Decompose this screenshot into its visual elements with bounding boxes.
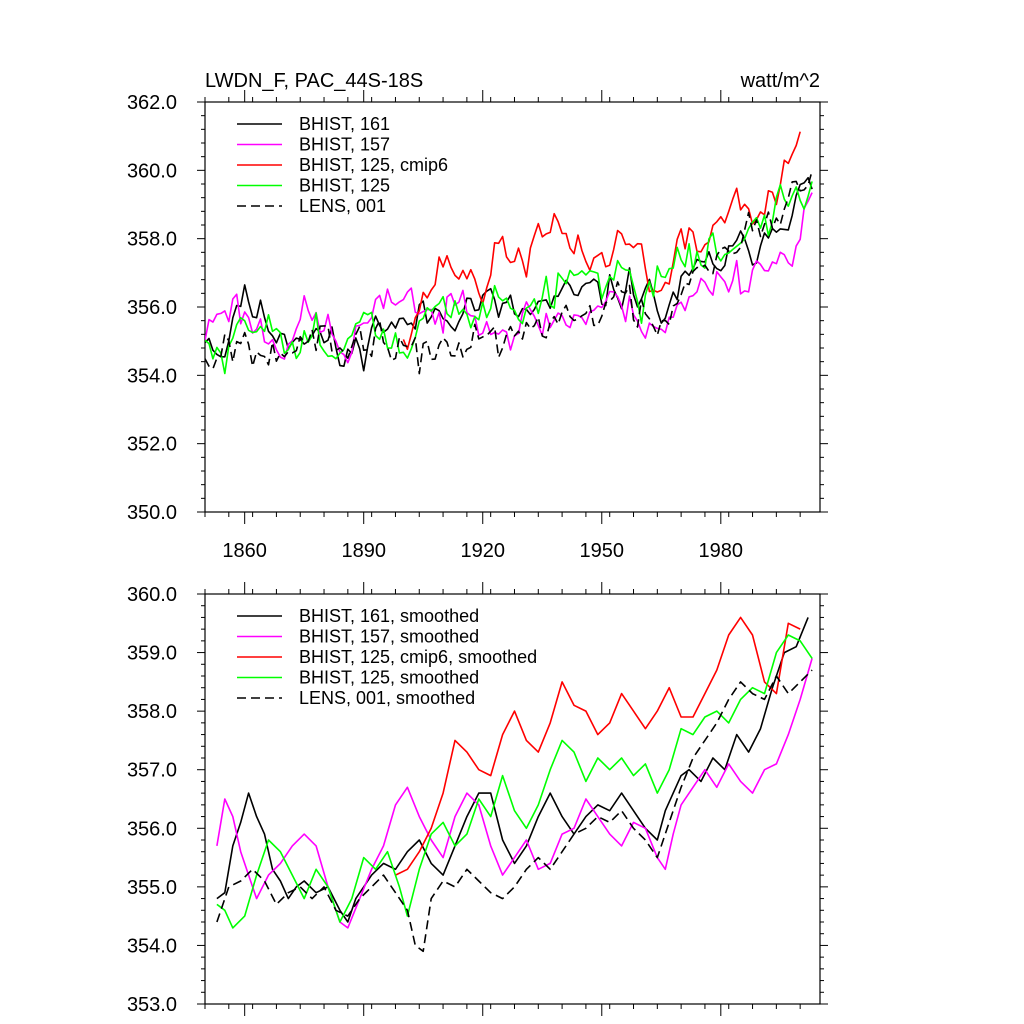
bottom-legend-label: BHIST, 161, smoothed <box>299 606 479 626</box>
bottom-y-tick-label: 356.0 <box>127 818 177 840</box>
bottom-plot-frame <box>204 593 821 1005</box>
top-y-tick-label: 356.0 <box>127 297 177 319</box>
bottom-y-tick-label: 357.0 <box>127 760 177 782</box>
top-legend-label: LENS, 001 <box>299 196 386 216</box>
top-y-tick-label: 360.0 <box>127 160 177 182</box>
top-y-tick-label: 362.0 <box>127 92 177 114</box>
bottom-series-line-2 <box>216 658 813 929</box>
bottom-series-line-4 <box>216 634 813 929</box>
top-y-tick-label: 354.0 <box>127 365 177 387</box>
top-y-tick-label: 352.0 <box>127 434 177 456</box>
bottom-y-tick-label: 359.0 <box>127 643 177 665</box>
top-series-line-1 <box>205 176 813 372</box>
bottom-series-line-3 <box>395 616 801 876</box>
top-legend-label: BHIST, 125, cmip6 <box>299 155 448 175</box>
top-series-line-3 <box>402 131 801 351</box>
top-legend-label: BHIST, 157 <box>299 135 390 155</box>
bottom-y-tick-label: 354.0 <box>127 935 177 957</box>
top-legend-label: BHIST, 125 <box>299 176 390 196</box>
top-x-tick-label: 1860 <box>222 540 267 562</box>
top-x-tick-label: 1920 <box>460 540 505 562</box>
bottom-y-tick-label: 353.0 <box>127 994 177 1016</box>
bottom-legend-label: LENS, 001, smoothed <box>299 688 475 708</box>
bottom-legend-label: BHIST, 125, cmip6, smoothed <box>299 647 537 667</box>
top-chart-units: watt/m^2 <box>740 70 820 92</box>
top-y-tick-label: 358.0 <box>127 229 177 251</box>
bottom-legend-label: BHIST, 125, smoothed <box>299 668 479 688</box>
top-legend-label: BHIST, 161 <box>299 114 390 134</box>
top-series-group <box>205 131 813 375</box>
bottom-y-tick-label: 358.0 <box>127 701 177 723</box>
bottom-panel: 353.0 354.0 355.0 356.0 357.0 358.0 359.0 360.0… <box>127 582 828 1016</box>
bottom-series-group <box>216 616 813 953</box>
bottom-series-line-5 <box>216 669 813 953</box>
top-panel: LWDN_F, PAC_44S-18S watt/m^2 350.0 352.0 3… <box>127 70 828 562</box>
top-x-tick-label: 1980 <box>699 540 744 562</box>
bottom-y-tick-label: 360.0 <box>127 584 177 606</box>
top-x-tick-label: 1950 <box>580 540 625 562</box>
bottom-y-tick-label: 355.0 <box>127 877 177 899</box>
top-y-tick-label: 350.0 <box>127 502 177 524</box>
top-chart-title: LWDN_F, PAC_44S-18S <box>205 70 423 92</box>
bottom-legend-label: BHIST, 157, smoothed <box>299 627 479 647</box>
top-series-line-2 <box>205 192 813 364</box>
top-x-tick-label: 1890 <box>341 540 386 562</box>
top-series-line-4 <box>205 181 813 375</box>
bottom-series-line-1 <box>216 617 809 923</box>
